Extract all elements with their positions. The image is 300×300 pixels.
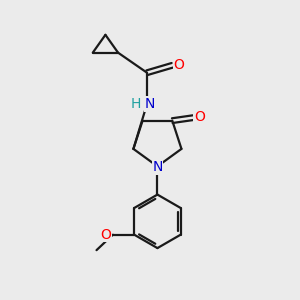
Text: O: O — [100, 228, 111, 242]
Text: O: O — [173, 58, 184, 72]
Text: N: N — [152, 160, 163, 174]
Text: N: N — [144, 97, 154, 111]
Text: H: H — [130, 97, 141, 111]
Text: O: O — [194, 110, 205, 124]
